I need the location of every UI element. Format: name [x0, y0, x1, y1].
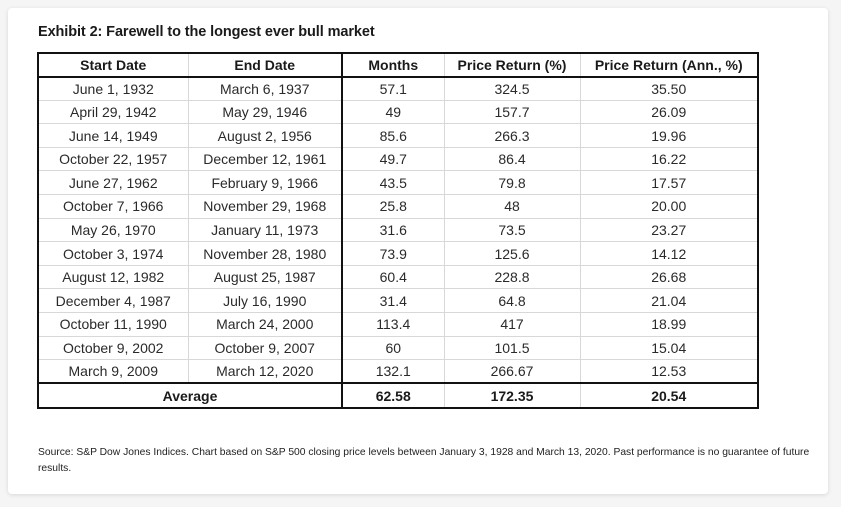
months: 73.9	[342, 241, 445, 266]
table-row: October 22, 1957 December 12, 1961 49.7 …	[38, 147, 759, 172]
average-price-return-ann: 20.54	[580, 382, 759, 409]
months: 57.1	[342, 76, 445, 101]
average-price-return: 172.35	[444, 382, 581, 409]
months: 113.4	[342, 312, 445, 337]
end-date: January 11, 1973	[188, 218, 343, 243]
table-row: April 29, 1942 May 29, 1946 49 157.7 26.…	[38, 100, 759, 125]
price-return-ann: 26.09	[580, 100, 759, 125]
price-return: 324.5	[444, 76, 581, 101]
months: 49	[342, 100, 445, 125]
average-row: Average 62.58 172.35 20.54	[38, 382, 759, 409]
table-row: October 7, 1966 November 29, 1968 25.8 4…	[38, 194, 759, 219]
price-return-ann: 20.00	[580, 194, 759, 219]
price-return-ann: 26.68	[580, 265, 759, 290]
start-date: October 9, 2002	[38, 336, 189, 361]
header-price-return: Price Return (%)	[444, 53, 581, 78]
start-date: June 27, 1962	[38, 170, 189, 196]
start-date: June 1, 1932	[38, 76, 189, 101]
price-return-ann: 19.96	[580, 123, 759, 148]
end-date: October 9, 2007	[188, 336, 343, 361]
end-date: November 29, 1968	[188, 194, 343, 219]
header-months: Months	[342, 53, 445, 78]
price-return: 64.8	[444, 288, 581, 314]
start-date: October 11, 1990	[38, 312, 189, 337]
months: 43.5	[342, 170, 445, 196]
end-date: December 12, 1961	[188, 147, 343, 172]
price-return-ann: 12.53	[580, 359, 759, 384]
end-date: February 9, 1966	[188, 170, 343, 196]
price-return-ann: 17.57	[580, 170, 759, 196]
price-return-ann: 18.99	[580, 312, 759, 337]
price-return: 48	[444, 194, 581, 219]
start-date: April 29, 1942	[38, 100, 189, 125]
price-return: 79.8	[444, 170, 581, 196]
table-row: October 11, 1990 March 24, 2000 113.4 41…	[38, 312, 759, 337]
price-return-ann: 16.22	[580, 147, 759, 172]
start-date: October 7, 1966	[38, 194, 189, 219]
price-return-ann: 23.27	[580, 218, 759, 243]
table-row: June 14, 1949 August 2, 1956 85.6 266.3 …	[38, 123, 759, 148]
table-header-row: Start Date End Date Months Price Return …	[38, 53, 759, 78]
months: 85.6	[342, 123, 445, 148]
end-date: August 25, 1987	[188, 265, 343, 290]
source-note: Source: S&P Dow Jones Indices. Chart bas…	[38, 447, 810, 474]
bull-market-table: Start Date End Date Months Price Return …	[37, 52, 759, 410]
months: 31.4	[342, 288, 445, 314]
price-return: 417	[444, 312, 581, 337]
months: 49.7	[342, 147, 445, 172]
end-date: August 2, 1956	[188, 123, 343, 148]
header-end-date: End Date	[188, 53, 343, 78]
price-return-ann: 35.50	[580, 76, 759, 101]
price-return-ann: 14.12	[580, 241, 759, 266]
table-row: December 4, 1987 July 16, 1990 31.4 64.8…	[38, 288, 759, 314]
end-date: July 16, 1990	[188, 288, 343, 314]
table-row: March 9, 2009 March 12, 2020 132.1 266.6…	[38, 359, 759, 384]
table-row: June 27, 1962 February 9, 1966 43.5 79.8…	[38, 170, 759, 196]
exhibit-title: Exhibit 2: Farewell to the longest ever …	[38, 24, 375, 40]
months: 132.1	[342, 359, 445, 384]
price-return: 266.3	[444, 123, 581, 148]
table-row: August 12, 1982 August 25, 1987 60.4 228…	[38, 265, 759, 290]
start-date: March 9, 2009	[38, 359, 189, 384]
table-row: May 26, 1970 January 11, 1973 31.6 73.5 …	[38, 218, 759, 243]
months: 60.4	[342, 265, 445, 290]
price-return: 101.5	[444, 336, 581, 361]
table-row: June 1, 1932 March 6, 1937 57.1 324.5 35…	[38, 76, 759, 101]
price-return: 157.7	[444, 100, 581, 125]
header-price-return-ann: Price Return (Ann., %)	[580, 53, 759, 78]
start-date: October 3, 1974	[38, 241, 189, 266]
average-months: 62.58	[342, 382, 445, 409]
table-row: October 9, 2002 October 9, 2007 60 101.5…	[38, 336, 759, 361]
end-date: November 28, 1980	[188, 241, 343, 266]
header-start-date: Start Date	[38, 53, 189, 78]
exhibit-card: Exhibit 2: Farewell to the longest ever …	[8, 8, 828, 494]
average-label: Average	[38, 382, 343, 409]
price-return-ann: 21.04	[580, 288, 759, 314]
end-date: March 12, 2020	[188, 359, 343, 384]
start-date: August 12, 1982	[38, 265, 189, 290]
price-return: 266.67	[444, 359, 581, 384]
price-return: 228.8	[444, 265, 581, 290]
start-date: October 22, 1957	[38, 147, 189, 172]
price-return: 86.4	[444, 147, 581, 172]
start-date: June 14, 1949	[38, 123, 189, 148]
months: 60	[342, 336, 445, 361]
end-date: May 29, 1946	[188, 100, 343, 125]
table-row: October 3, 1974 November 28, 1980 73.9 1…	[38, 241, 759, 266]
months: 31.6	[342, 218, 445, 243]
price-return-ann: 15.04	[580, 336, 759, 361]
start-date: December 4, 1987	[38, 288, 189, 314]
end-date: March 6, 1937	[188, 76, 343, 101]
price-return: 125.6	[444, 241, 581, 266]
price-return: 73.5	[444, 218, 581, 243]
months: 25.8	[342, 194, 445, 219]
start-date: May 26, 1970	[38, 218, 189, 243]
end-date: March 24, 2000	[188, 312, 343, 337]
